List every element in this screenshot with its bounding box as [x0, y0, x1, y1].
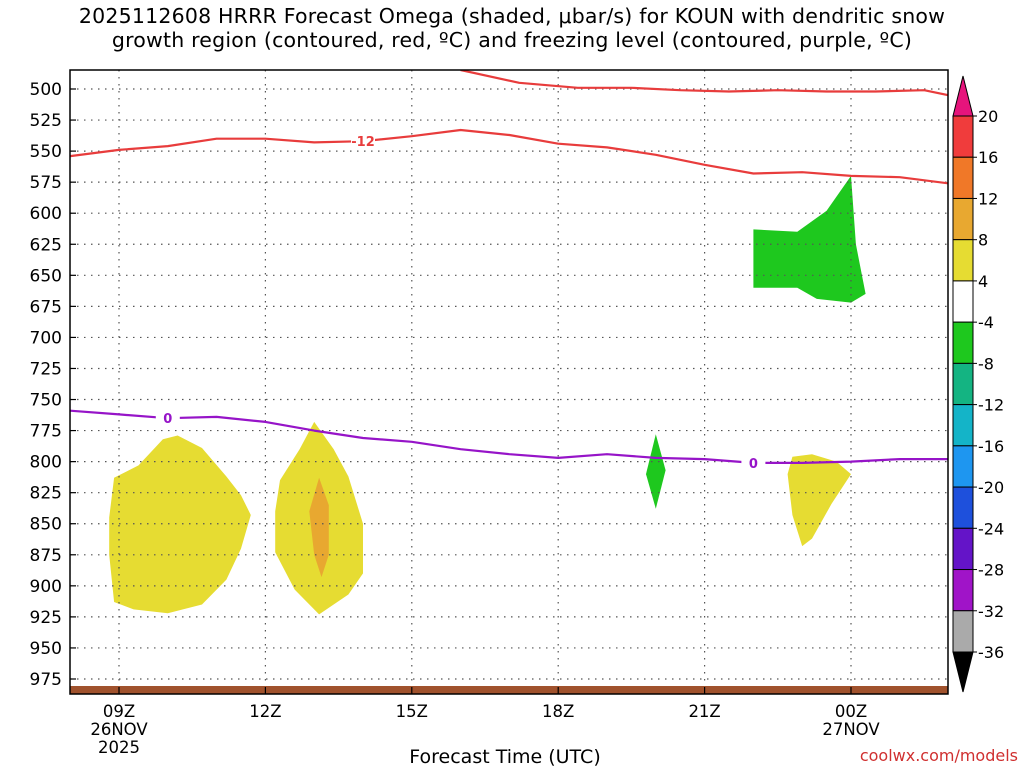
colorbar-label--24: -24 — [978, 519, 1004, 538]
colorbar-label--8: -8 — [978, 354, 994, 373]
y-tick-label-950: 950 — [30, 639, 62, 659]
y-tick-label-875: 875 — [30, 546, 62, 566]
y-tick-label-675: 675 — [30, 297, 62, 317]
colorbar-segment-10 — [952, 527, 974, 571]
freezing-level-2-label: 0 — [749, 457, 758, 472]
yellow-area-23z — [787, 454, 851, 547]
colorbar-segment-7 — [952, 404, 974, 447]
dgz-upper-contour — [460, 70, 948, 97]
y-tick-label-900: 900 — [30, 577, 62, 597]
y-tick-label-750: 750 — [30, 391, 62, 411]
freezing-level-contour — [70, 409, 948, 464]
colorbar-label-20: 20 — [978, 107, 998, 126]
y-tick-label-925: 925 — [30, 608, 62, 628]
x-date-label-09Z: 26NOV — [90, 720, 148, 739]
colorbar-label--28: -28 — [978, 561, 1004, 580]
colorbar-label--12: -12 — [978, 396, 1004, 415]
colorbar-label-8: 8 — [978, 231, 988, 250]
x-tick-label-12Z: 12Z — [249, 702, 281, 721]
y-tick-label-625: 625 — [30, 235, 62, 255]
x-tick-label-00Z: 00Z — [835, 702, 867, 721]
y-tick-label-825: 825 — [30, 484, 62, 504]
colorbar-bottom-arrow — [952, 651, 974, 693]
colorbar-label--32: -32 — [978, 602, 1004, 621]
plot-frame — [69, 69, 949, 695]
colorbar-segment-1 — [952, 156, 974, 199]
dgz-lower-label-bg — [351, 133, 375, 150]
colorbar-label-12: 12 — [978, 189, 998, 208]
y-tick-label-525: 525 — [30, 111, 62, 131]
contour-lines: -12 0 0 — [70, 70, 948, 472]
colorbar-segment-9 — [952, 486, 974, 529]
chart-title: 2025112608 HRRR Forecast Omega (shaded, … — [0, 4, 1024, 52]
y-tick-label-725: 725 — [30, 359, 62, 379]
colorbar-segment-11 — [952, 569, 974, 612]
x-tick-label-09Z: 09Z — [103, 702, 135, 721]
y-tick-label-500: 500 — [30, 80, 62, 100]
chart-title-line-2: growth region (contoured, red, ºC) and f… — [111, 28, 913, 52]
y-tick-label-975: 975 — [30, 670, 62, 690]
colorbar-label--4: -4 — [978, 313, 994, 332]
colorbar-segment-3 — [952, 239, 974, 282]
y-axis-ticks: 500 525 550 575 600 625 650 675 700 725 750 775 800 8… — [30, 80, 76, 690]
plot-border — [69, 69, 949, 695]
y-tick-label-575: 575 — [30, 173, 62, 193]
x-date-label-00Z: 27NOV — [822, 720, 880, 739]
colorbar-segment-6 — [952, 362, 974, 406]
y-tick-label-550: 550 — [30, 142, 62, 162]
x-axis-title: Forecast Time (UTC) — [409, 746, 601, 768]
freezing-level-2-label-bg — [741, 454, 766, 471]
chart-title-line-1: 2025112608 HRRR Forecast Omega (shaded, … — [78, 4, 946, 28]
terrain-band — [70, 686, 948, 694]
y-tick-label-800: 800 — [30, 453, 62, 473]
terrain-fill — [70, 686, 948, 694]
y-tick-label-700: 700 — [30, 328, 62, 348]
orange-area-13z — [309, 477, 329, 578]
green-area-20z — [646, 434, 666, 509]
x-tick-label-21Z: 21Z — [688, 702, 720, 721]
dgz-lower-contour — [70, 128, 948, 185]
y-tick-label-600: 600 — [30, 204, 62, 224]
colorbar-label-4: 4 — [978, 272, 988, 291]
dgz-lower-label: -12 — [351, 135, 375, 150]
freezing-level-label: 0 — [163, 412, 172, 427]
y-tick-label-850: 850 — [30, 515, 62, 535]
x-tick-label-18Z: 18Z — [542, 702, 574, 721]
green-area-23z — [753, 175, 866, 303]
colorbar-segment-0 — [952, 115, 974, 158]
y-tick-label-775: 775 — [30, 422, 62, 442]
x-year-label-09Z: 2025 — [98, 738, 140, 757]
colorbar-segment-2 — [952, 197, 974, 241]
colorbar-segment-8 — [952, 445, 974, 488]
colorbar-label--16: -16 — [978, 437, 1004, 456]
colorbar: 20 16 12 8 4 -4 -8 -12 -16 -20 -24 -28 -32 -36 — [952, 75, 1004, 693]
freezing-level-label-bg — [155, 410, 180, 427]
colorbar-top-arrow — [952, 75, 974, 117]
colorbar-segment-12 — [952, 610, 974, 653]
yellow-area-09z — [109, 435, 251, 614]
x-tick-label-15Z: 15Z — [396, 702, 428, 721]
colorbar-segment-5 — [952, 321, 974, 364]
colorbar-label-16: 16 — [978, 148, 998, 167]
colorbar-label--20: -20 — [978, 478, 1004, 497]
colorbar-label--36: -36 — [978, 643, 1004, 662]
credit-link[interactable]: coolwx.com/models — [859, 746, 1018, 765]
colorbar-segment-4 — [952, 280, 974, 323]
y-tick-label-650: 650 — [30, 266, 62, 286]
omega-fills — [109, 175, 866, 615]
